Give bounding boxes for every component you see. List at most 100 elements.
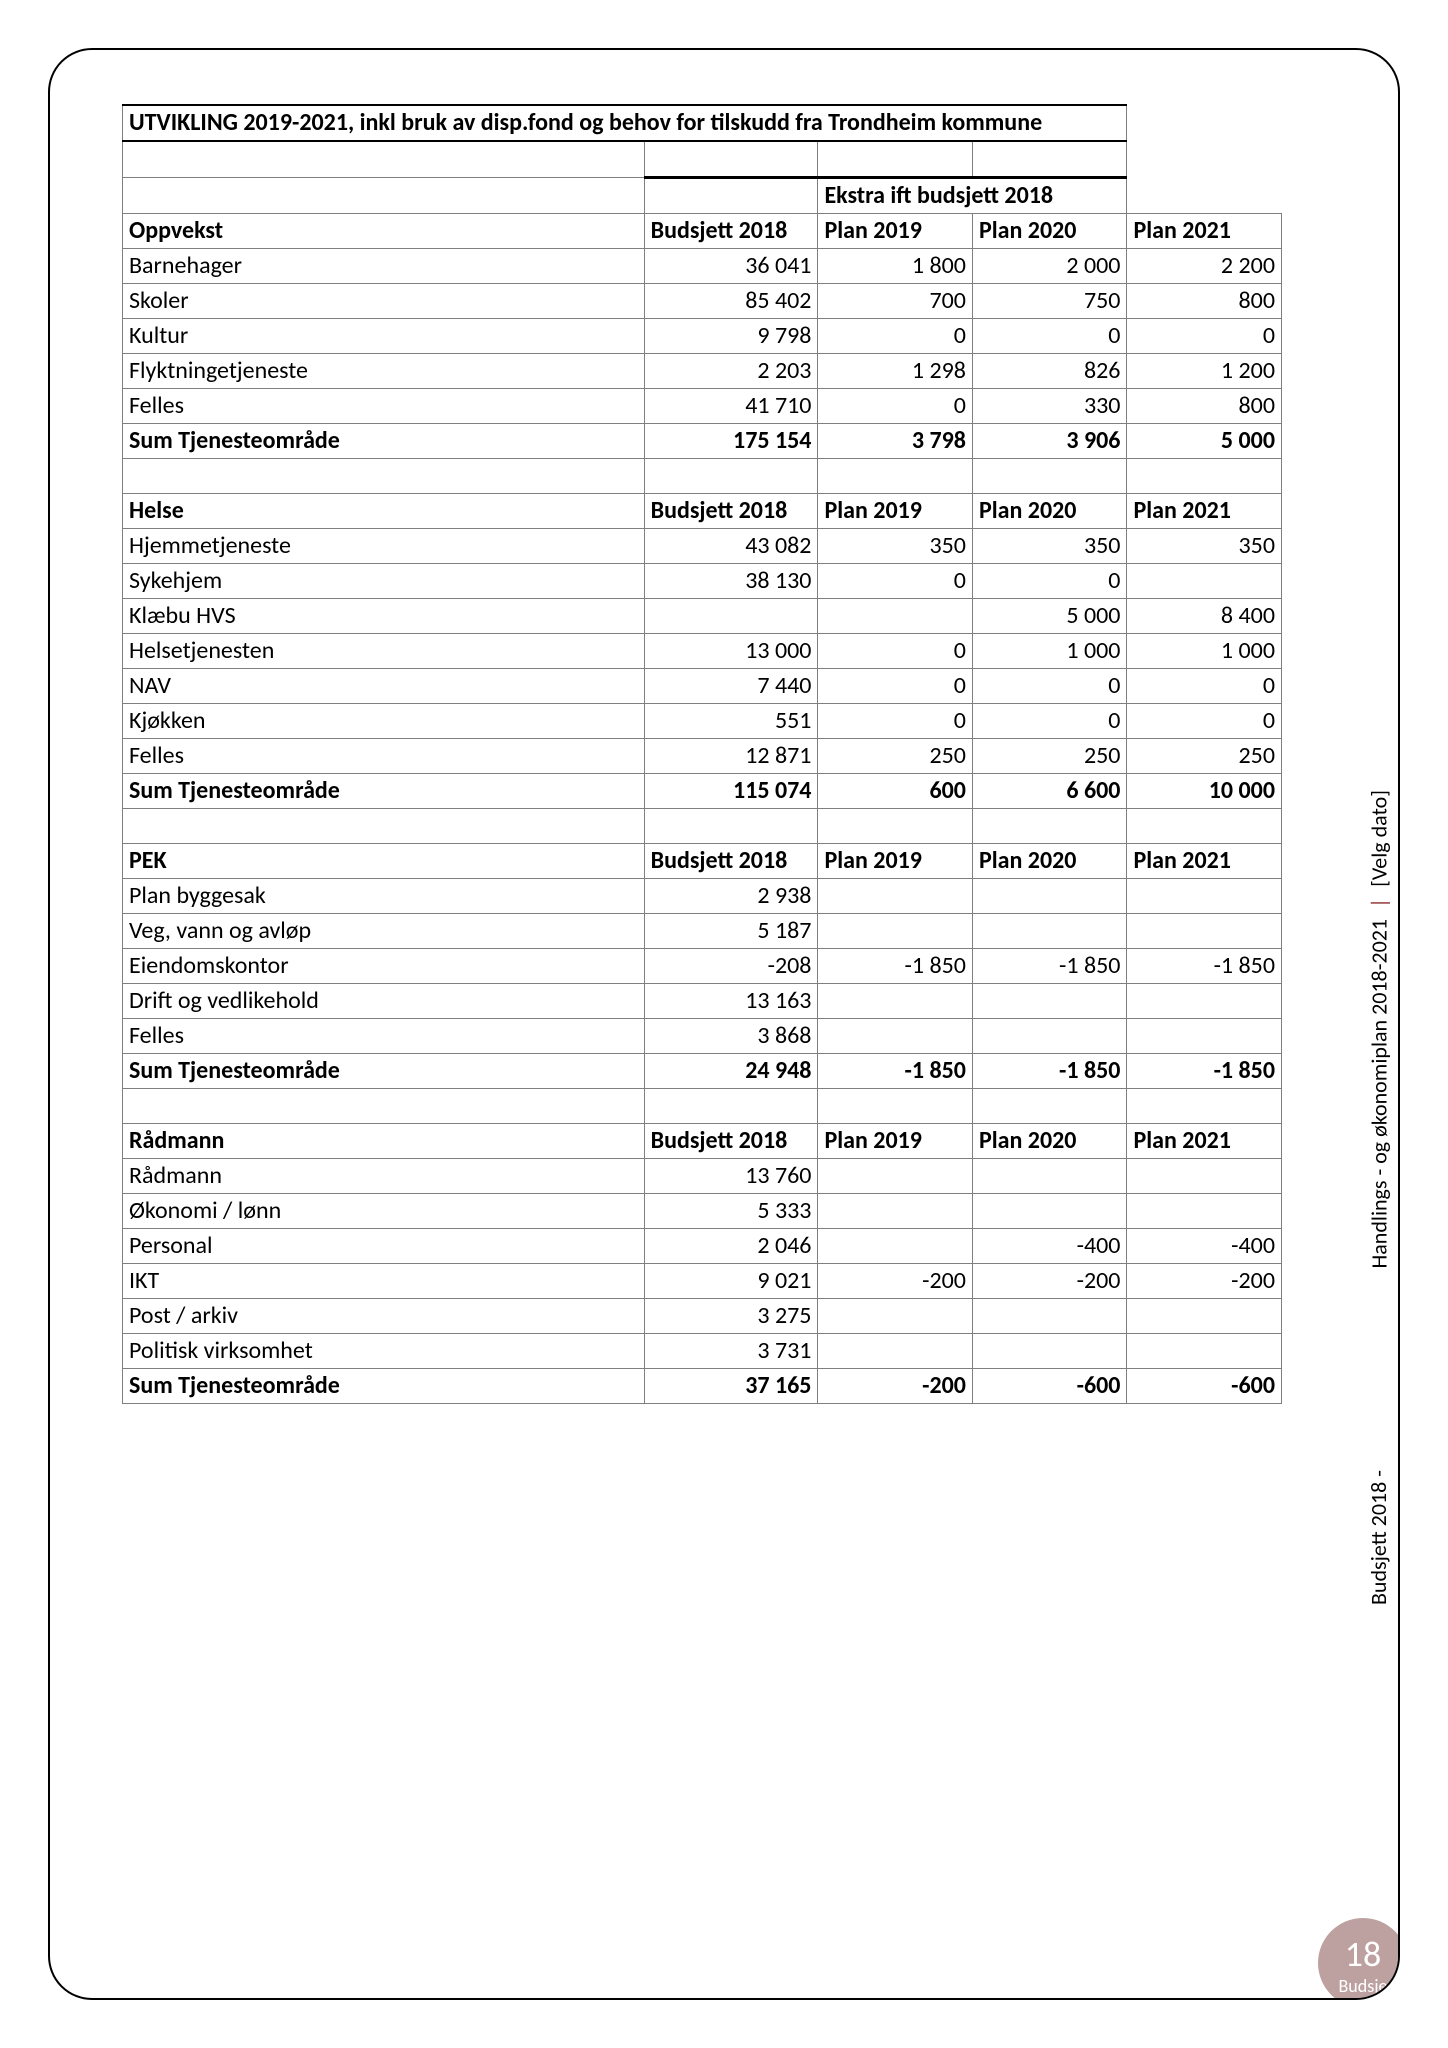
cell-value: 85 402 bbox=[644, 284, 818, 319]
cell-value bbox=[1127, 879, 1282, 914]
cell-value: 1 000 bbox=[1127, 634, 1282, 669]
column-header: Plan 2019 bbox=[818, 214, 973, 249]
sum-label: Sum Tjenesteområde bbox=[123, 1369, 645, 1404]
cell-value: 2 203 bbox=[644, 354, 818, 389]
section-name: Helse bbox=[123, 494, 645, 529]
ekstra-header-label: Ekstra ift budsjett 2018 bbox=[818, 178, 1127, 214]
cell-value bbox=[972, 1299, 1127, 1334]
cell-value: 13 163 bbox=[644, 984, 818, 1019]
row-label: Økonomi / lønn bbox=[123, 1194, 645, 1229]
row-label: Felles bbox=[123, 1019, 645, 1054]
row-label: Veg, vann og avløp bbox=[123, 914, 645, 949]
cell-value bbox=[818, 599, 973, 634]
cell-value: -400 bbox=[972, 1229, 1127, 1264]
column-header: Plan 2020 bbox=[972, 214, 1127, 249]
section-header-row: RådmannBudsjett 2018Plan 2019Plan 2020Pl… bbox=[123, 1124, 1282, 1159]
table-row: Kultur9 798000 bbox=[123, 319, 1282, 354]
table-row: Politisk virksomhet3 731 bbox=[123, 1334, 1282, 1369]
row-label: Helsetjenesten bbox=[123, 634, 645, 669]
cell-value: 700 bbox=[818, 284, 973, 319]
table-row: Drift og vedlikehold13 163 bbox=[123, 984, 1282, 1019]
column-header: Budsjett 2018 bbox=[644, 1124, 818, 1159]
column-header: Plan 2020 bbox=[972, 494, 1127, 529]
table-row: Veg, vann og avløp5 187 bbox=[123, 914, 1282, 949]
cell-value: 5 000 bbox=[972, 599, 1127, 634]
column-header: Plan 2019 bbox=[818, 1124, 973, 1159]
cell-value: -208 bbox=[644, 949, 818, 984]
row-label: Sykehjem bbox=[123, 564, 645, 599]
table-row: Personal2 046-400-400 bbox=[123, 1229, 1282, 1264]
cell-value: 350 bbox=[972, 529, 1127, 564]
row-label: NAV bbox=[123, 669, 645, 704]
cell-value bbox=[818, 1229, 973, 1264]
cell-value bbox=[818, 1159, 973, 1194]
sum-value: 115 074 bbox=[644, 774, 818, 809]
cell-value: 2 046 bbox=[644, 1229, 818, 1264]
page-number: 18 bbox=[1318, 1918, 1400, 1976]
row-label: IKT bbox=[123, 1264, 645, 1299]
cell-value bbox=[972, 1019, 1127, 1054]
column-header: Plan 2021 bbox=[1127, 1124, 1282, 1159]
cell-value: 350 bbox=[1127, 529, 1282, 564]
cell-value: 43 082 bbox=[644, 529, 818, 564]
cell-value: 0 bbox=[1127, 669, 1282, 704]
column-header: Plan 2019 bbox=[818, 494, 973, 529]
content-area: UTVIKLING 2019-2021, inkl bruk av disp.f… bbox=[122, 104, 1282, 1404]
cell-value: -200 bbox=[1127, 1264, 1282, 1299]
sum-value: -1 850 bbox=[972, 1054, 1127, 1089]
cell-value: 0 bbox=[818, 389, 973, 424]
cell-value: 250 bbox=[972, 739, 1127, 774]
row-label: Kultur bbox=[123, 319, 645, 354]
cell-value bbox=[1127, 1159, 1282, 1194]
row-label: Skoler bbox=[123, 284, 645, 319]
sum-value: 600 bbox=[818, 774, 973, 809]
cell-value: 5 333 bbox=[644, 1194, 818, 1229]
table-row: NAV7 440000 bbox=[123, 669, 1282, 704]
cell-value bbox=[1127, 1299, 1282, 1334]
table-row: Hjemmetjeneste43 082350350350 bbox=[123, 529, 1282, 564]
page-number-badge: 18 Budsje bbox=[1318, 1918, 1400, 2000]
cell-value: 12 871 bbox=[644, 739, 818, 774]
column-header: Plan 2020 bbox=[972, 1124, 1127, 1159]
section-name: Oppvekst bbox=[123, 214, 645, 249]
column-header: Plan 2021 bbox=[1127, 214, 1282, 249]
row-label: Rådmann bbox=[123, 1159, 645, 1194]
cell-value: 750 bbox=[972, 284, 1127, 319]
row-label: Drift og vedlikehold bbox=[123, 984, 645, 1019]
cell-value: 250 bbox=[1127, 739, 1282, 774]
sum-value: 10 000 bbox=[1127, 774, 1282, 809]
side-separator: | bbox=[1365, 898, 1392, 908]
row-label: Post / arkiv bbox=[123, 1299, 645, 1334]
cell-value: 2 000 bbox=[972, 249, 1127, 284]
cell-value bbox=[818, 984, 973, 1019]
sum-value: -1 850 bbox=[818, 1054, 973, 1089]
cell-value: 8 400 bbox=[1127, 599, 1282, 634]
row-label: Eiendomskontor bbox=[123, 949, 645, 984]
cell-value: -200 bbox=[972, 1264, 1127, 1299]
side-line2: Budsjett 2018 - bbox=[1365, 1470, 1392, 1605]
sum-value: 3 906 bbox=[972, 424, 1127, 459]
table-row: Plan byggesak2 938 bbox=[123, 879, 1282, 914]
cell-value bbox=[972, 1194, 1127, 1229]
page-frame: UTVIKLING 2019-2021, inkl bruk av disp.f… bbox=[48, 48, 1400, 2000]
ekstra-header-row: Ekstra ift budsjett 2018 bbox=[123, 178, 1282, 214]
side-caption-lower: Budsjett 2018 - bbox=[1365, 1470, 1392, 1605]
column-header: Plan 2020 bbox=[972, 844, 1127, 879]
cell-value bbox=[1127, 984, 1282, 1019]
sum-value: 5 000 bbox=[1127, 424, 1282, 459]
section-header-row: HelseBudsjett 2018Plan 2019Plan 2020Plan… bbox=[123, 494, 1282, 529]
cell-value: 41 710 bbox=[644, 389, 818, 424]
sum-value: -1 850 bbox=[1127, 1054, 1282, 1089]
sum-value: -200 bbox=[818, 1369, 973, 1404]
cell-value: 0 bbox=[818, 319, 973, 354]
cell-value bbox=[972, 1334, 1127, 1369]
sum-value: 6 600 bbox=[972, 774, 1127, 809]
cell-value: 826 bbox=[972, 354, 1127, 389]
table-row: Kjøkken551000 bbox=[123, 704, 1282, 739]
table-row: Eiendomskontor-208-1 850-1 850-1 850 bbox=[123, 949, 1282, 984]
sum-label: Sum Tjenesteområde bbox=[123, 424, 645, 459]
sum-value: 24 948 bbox=[644, 1054, 818, 1089]
table-row: Klæbu HVS5 0008 400 bbox=[123, 599, 1282, 634]
table-row: Barnehager36 0411 8002 0002 200 bbox=[123, 249, 1282, 284]
cell-value bbox=[818, 879, 973, 914]
